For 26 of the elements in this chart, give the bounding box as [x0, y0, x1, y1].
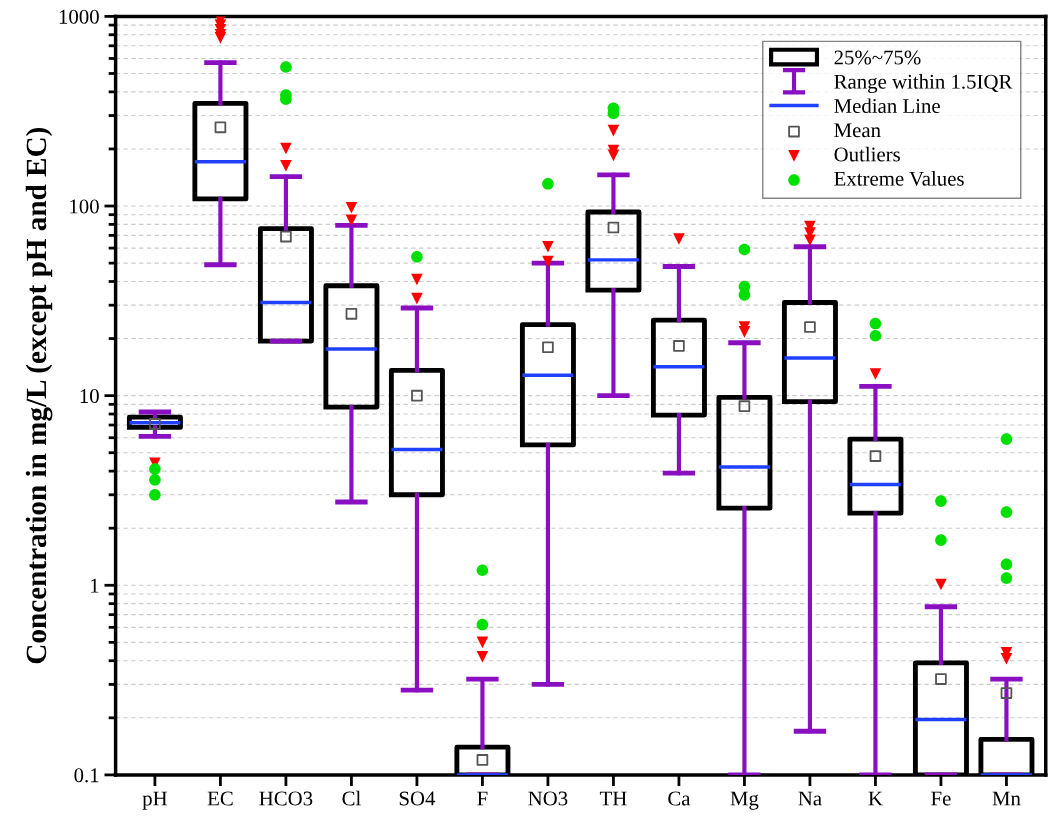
- annotation: Range within 1.5IQR: [834, 74, 1013, 94]
- x-tick-label: Ca: [668, 791, 691, 806]
- y-tick-label: 100: [70, 199, 99, 214]
- y-tick-label: 10: [80, 389, 99, 404]
- y-tick-label: 1000: [59, 9, 99, 24]
- x-tick-label: Na: [798, 791, 822, 806]
- x-tick-label: Mg: [730, 791, 759, 810]
- x-tick-label: K: [868, 791, 883, 806]
- x-tick-label: F: [477, 791, 488, 806]
- legend-label: Outliers: [834, 146, 900, 162]
- y-axis-title: Concentration in mg/L (except pH and EC): [25, 127, 53, 664]
- legend-label: 25%~75%: [834, 50, 921, 65]
- x-tick-label: Fe: [931, 791, 951, 806]
- x-tick-label: TH: [599, 791, 627, 806]
- legend-label: Mean: [834, 123, 881, 138]
- x-tick-label: Mn: [992, 791, 1021, 806]
- legend-label: Extreme Values: [834, 171, 964, 186]
- x-tick-label: HCO3: [259, 791, 313, 806]
- annotation: Median Line: [834, 98, 940, 114]
- x-tick-label: SO4: [399, 791, 436, 806]
- x-tick-label: EC: [207, 791, 233, 806]
- y-tick-label: 1: [91, 578, 99, 593]
- y-tick-label: 0.1: [74, 768, 99, 783]
- x-tick-label: pH: [142, 791, 168, 810]
- x-tick-label: Cl: [342, 790, 361, 806]
- x-tick-label: NO3: [528, 791, 568, 806]
